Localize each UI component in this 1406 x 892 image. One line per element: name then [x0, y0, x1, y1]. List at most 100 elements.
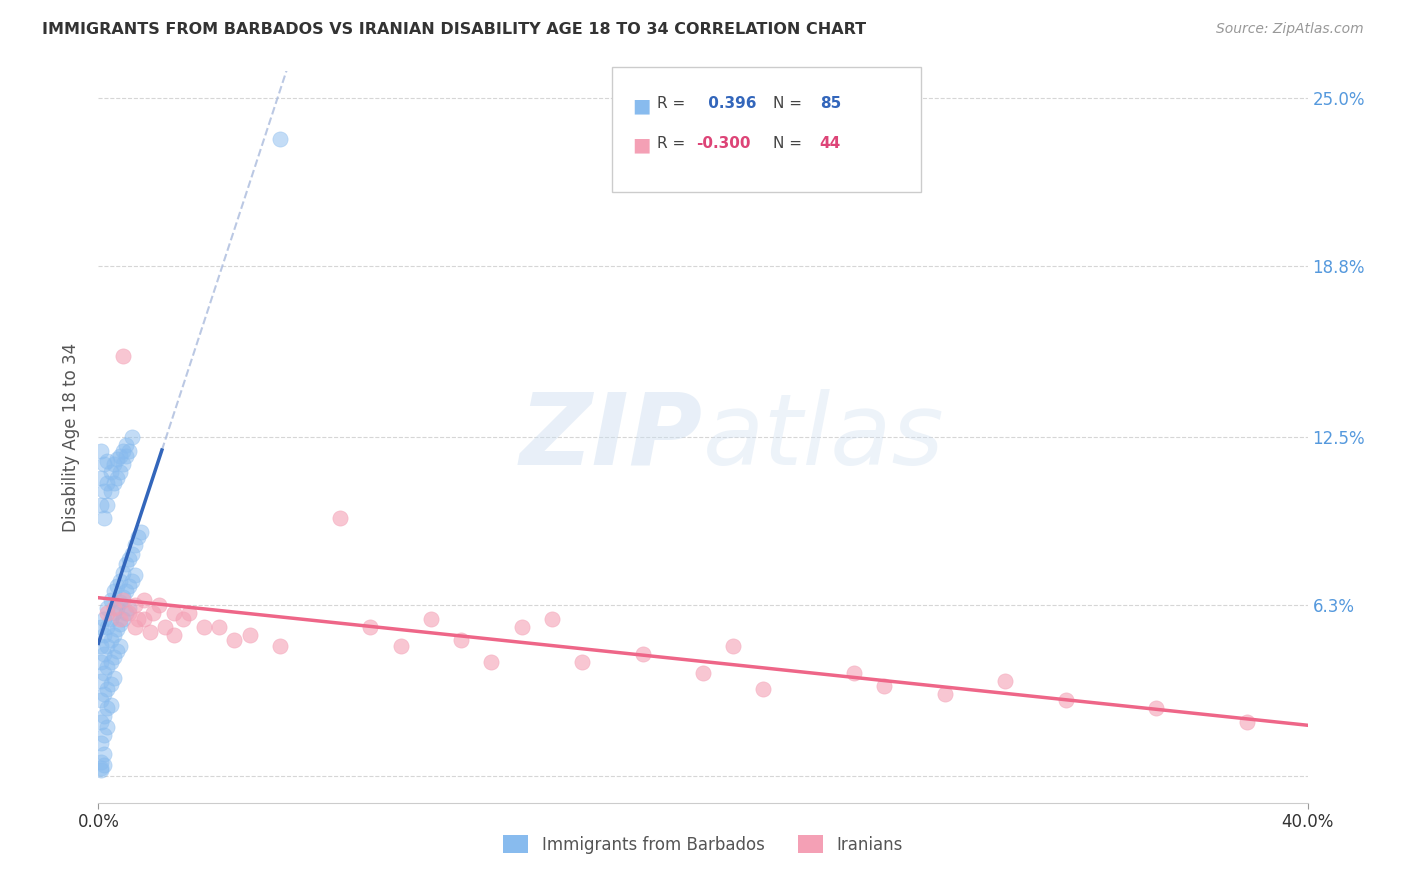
Point — [100, 633, 122, 648]
Text: N =: N = — [773, 136, 807, 151]
Point — [114, 606, 136, 620]
Point — [111, 443, 134, 458]
Text: atlas: atlas — [703, 389, 945, 485]
Point — [100, 698, 122, 713]
Point — [124, 538, 146, 552]
Point — [163, 628, 186, 642]
Point — [96, 639, 118, 653]
Point — [90, 736, 112, 750]
Text: Source: ZipAtlas.com: Source: ZipAtlas.com — [1216, 22, 1364, 37]
Point — [100, 655, 122, 669]
Point — [934, 688, 956, 702]
Point — [450, 633, 472, 648]
Point — [90, 755, 112, 769]
Point — [571, 655, 593, 669]
Point — [100, 465, 122, 479]
Point — [103, 457, 125, 471]
Text: ZIP: ZIP — [520, 389, 703, 485]
Point — [105, 600, 128, 615]
Point — [163, 606, 186, 620]
Point — [111, 566, 134, 580]
Point — [90, 498, 112, 512]
Point — [121, 430, 143, 444]
Point — [96, 660, 118, 674]
Point — [329, 511, 352, 525]
Point — [93, 665, 115, 680]
Point — [111, 590, 134, 604]
Point — [132, 611, 155, 625]
Point — [752, 681, 775, 696]
Point — [100, 611, 122, 625]
Point — [90, 673, 112, 688]
Point — [90, 620, 112, 634]
Point — [108, 465, 131, 479]
Point — [105, 644, 128, 658]
Point — [121, 547, 143, 561]
Point — [108, 574, 131, 588]
Text: R =: R = — [657, 96, 690, 112]
Text: R =: R = — [657, 136, 690, 151]
Point — [1054, 693, 1077, 707]
Point — [105, 623, 128, 637]
Point — [96, 606, 118, 620]
Point — [139, 625, 162, 640]
Point — [100, 592, 122, 607]
Point — [100, 484, 122, 499]
Point — [631, 647, 654, 661]
Point — [90, 693, 112, 707]
Point — [124, 568, 146, 582]
Point — [111, 611, 134, 625]
Point — [93, 647, 115, 661]
Point — [103, 649, 125, 664]
Point — [148, 598, 170, 612]
Point — [93, 628, 115, 642]
Point — [360, 620, 382, 634]
Point — [124, 598, 146, 612]
Point — [108, 639, 131, 653]
Point — [239, 628, 262, 642]
Point — [127, 611, 149, 625]
Text: N =: N = — [773, 96, 807, 112]
Point — [118, 579, 141, 593]
Point — [129, 524, 152, 539]
Point — [90, 714, 112, 729]
Point — [172, 611, 194, 625]
Point — [692, 665, 714, 680]
Point — [96, 681, 118, 696]
Point — [510, 620, 533, 634]
Point — [96, 720, 118, 734]
Point — [103, 606, 125, 620]
Point — [118, 443, 141, 458]
Point — [153, 620, 176, 634]
Point — [103, 600, 125, 615]
Point — [100, 676, 122, 690]
Point — [96, 701, 118, 715]
Point — [114, 584, 136, 599]
Point — [93, 757, 115, 772]
Point — [96, 454, 118, 468]
Point — [142, 606, 165, 620]
Point — [114, 558, 136, 572]
Point — [108, 611, 131, 625]
Point — [540, 611, 562, 625]
Point — [96, 600, 118, 615]
Point — [96, 620, 118, 634]
Point — [389, 639, 412, 653]
Point — [96, 498, 118, 512]
Point — [179, 606, 201, 620]
Point — [127, 530, 149, 544]
Point — [90, 471, 112, 485]
Point — [108, 449, 131, 463]
Point — [723, 639, 745, 653]
Point — [93, 484, 115, 499]
Point — [132, 592, 155, 607]
Point — [844, 665, 866, 680]
Point — [873, 679, 896, 693]
Point — [124, 620, 146, 634]
Point — [994, 673, 1017, 688]
Point — [118, 606, 141, 620]
Point — [1144, 701, 1167, 715]
Point — [103, 476, 125, 491]
Point — [1236, 714, 1258, 729]
Point — [108, 595, 131, 609]
